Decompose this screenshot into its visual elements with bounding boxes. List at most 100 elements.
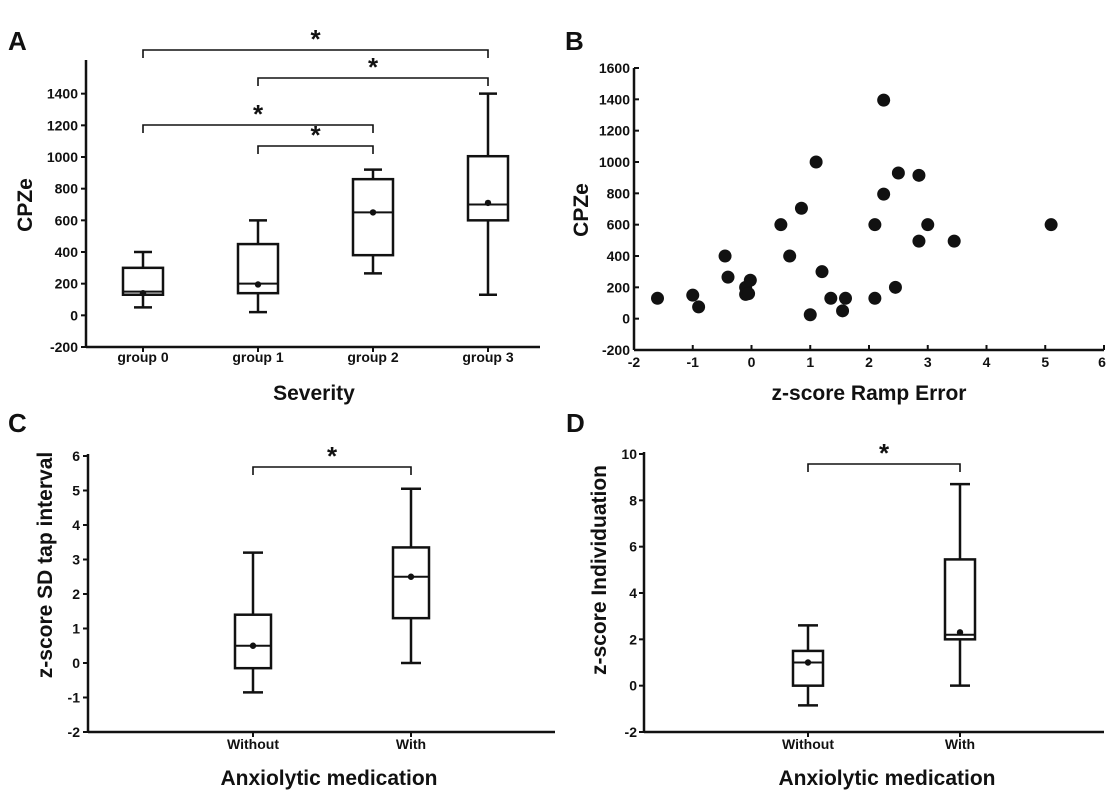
panel-c-ylabel: z-score SD tap interval: [34, 452, 57, 678]
significance-bracket: [142, 49, 489, 58]
mean-marker: [254, 281, 262, 288]
scatter-point: [686, 288, 700, 302]
scatter-point: [774, 218, 788, 232]
scatter-point: [912, 234, 926, 248]
category-label: group 2: [347, 349, 399, 365]
scatter-point: [839, 291, 852, 305]
category-label: With: [945, 736, 975, 752]
category-label: With: [396, 736, 426, 752]
y-tick-label: 0: [70, 307, 78, 323]
panel-d-xlabel: Anxiolytic medication: [778, 767, 995, 790]
mean-marker: [484, 199, 492, 207]
panel-c-marks: -2 -1 0 1 2 3 4 5 6 Without With *: [68, 441, 555, 752]
scatter-point: [742, 287, 756, 301]
significance-bracket: [252, 466, 412, 475]
y-tick-label: 4: [72, 517, 80, 533]
panel-letter-d: D: [566, 408, 585, 438]
mean-marker: [804, 659, 812, 666]
scatter-point: [718, 249, 732, 263]
scatter-point: [912, 168, 926, 182]
panel-b-marks: -200 0 200 400 600 800 1000 1200 1400 1600 -2 -1 0 1 2…: [599, 60, 1106, 370]
category-label: group 0: [117, 349, 169, 365]
y-tick-label: 800: [55, 181, 79, 197]
x-tick-label: 5: [1041, 354, 1049, 370]
panel-a-xlabel: Severity: [273, 382, 355, 405]
scatter-point: [815, 265, 829, 279]
category-label: Without: [227, 736, 279, 752]
box-iqr: [233, 613, 273, 670]
box-iqr: [351, 177, 395, 257]
panel-a: -200 0 200 400 600 800 1000 1200 1400 group 0 grou…: [14, 24, 540, 405]
scatter-point: [824, 291, 838, 305]
x-tick-label: 3: [924, 354, 932, 370]
scatter-point: [783, 249, 797, 263]
significance-bracket: [142, 124, 374, 133]
y-tick-label: 2: [629, 631, 637, 647]
y-tick-label: 1200: [47, 117, 78, 133]
scatter-point: [868, 218, 882, 232]
y-tick-label: 0: [622, 311, 630, 327]
significance-bracket: [257, 145, 374, 154]
panel-b-ylabel: CPZe: [570, 183, 593, 237]
y-tick-label: 800: [607, 185, 631, 201]
box-iqr: [466, 154, 510, 222]
y-tick-label: 6: [629, 539, 637, 555]
x-tick-label: 4: [983, 354, 991, 370]
scatter-point: [651, 291, 664, 305]
x-tick-label: 0: [748, 354, 756, 370]
y-tick-label: 1400: [47, 86, 78, 102]
y-tick-label: 2: [72, 586, 80, 602]
y-tick-label: -200: [602, 342, 630, 358]
y-tick-label: -2: [625, 724, 638, 740]
significance-star: *: [310, 24, 321, 54]
mean-marker: [956, 629, 964, 636]
y-tick-label: -2: [68, 724, 81, 740]
y-tick-label: 0: [629, 678, 637, 694]
significance-star: *: [368, 52, 379, 82]
y-tick-label: 600: [607, 217, 631, 233]
y-tick-label: 1: [72, 621, 80, 637]
panel-b: -200 0 200 400 600 800 1000 1200 1400 1600 -2 -1 0 1 2…: [570, 60, 1106, 405]
significance-bracket: [257, 77, 489, 86]
scatter-point: [809, 155, 823, 169]
y-tick-label: 5: [72, 483, 80, 499]
scatter-point: [877, 93, 891, 107]
significance-star: *: [253, 99, 264, 129]
scatter-point: [794, 201, 808, 215]
mean-marker: [407, 573, 415, 580]
y-tick-label: 1200: [599, 123, 630, 139]
scatter-point: [888, 280, 902, 294]
panel-a-ylabel: CPZe: [14, 178, 37, 232]
y-tick-label: 1000: [47, 149, 78, 165]
scatter-point: [721, 270, 735, 284]
box-iqr: [943, 558, 977, 641]
x-tick-label: -1: [687, 354, 700, 370]
mean-marker: [249, 642, 257, 649]
category-label: group 1: [232, 349, 284, 365]
y-tick-label: 10: [621, 446, 637, 462]
scatter-point: [1044, 218, 1058, 232]
y-tick-label: -200: [50, 339, 78, 355]
panel-b-xlabel: z-score Ramp Error: [772, 382, 967, 405]
x-tick-label: 1: [806, 354, 814, 370]
y-tick-label: 1000: [599, 154, 630, 170]
y-tick-label: 0: [72, 655, 80, 671]
scatter-point: [947, 234, 961, 248]
significance-bracket: [807, 463, 961, 472]
category-label: group 3: [462, 349, 514, 365]
y-tick-label: 4: [629, 585, 637, 601]
scatter-point: [743, 273, 757, 287]
scatter-point: [891, 166, 905, 180]
y-tick-label: 6: [72, 448, 80, 464]
x-tick-label: 6: [1098, 354, 1106, 370]
panel-c-xlabel: Anxiolytic medication: [220, 767, 437, 790]
y-tick-label: 400: [607, 248, 631, 264]
panel-d: -2 0 2 4 6 8 10 Without With * Anxiolytic medicat…: [588, 438, 1104, 790]
significance-star: *: [879, 438, 890, 468]
x-tick-label: 2: [865, 354, 873, 370]
panel-letter-a: A: [8, 26, 27, 56]
y-tick-label: 1600: [599, 60, 630, 76]
box-iqr: [391, 546, 431, 620]
y-tick-label: 1400: [599, 91, 630, 107]
